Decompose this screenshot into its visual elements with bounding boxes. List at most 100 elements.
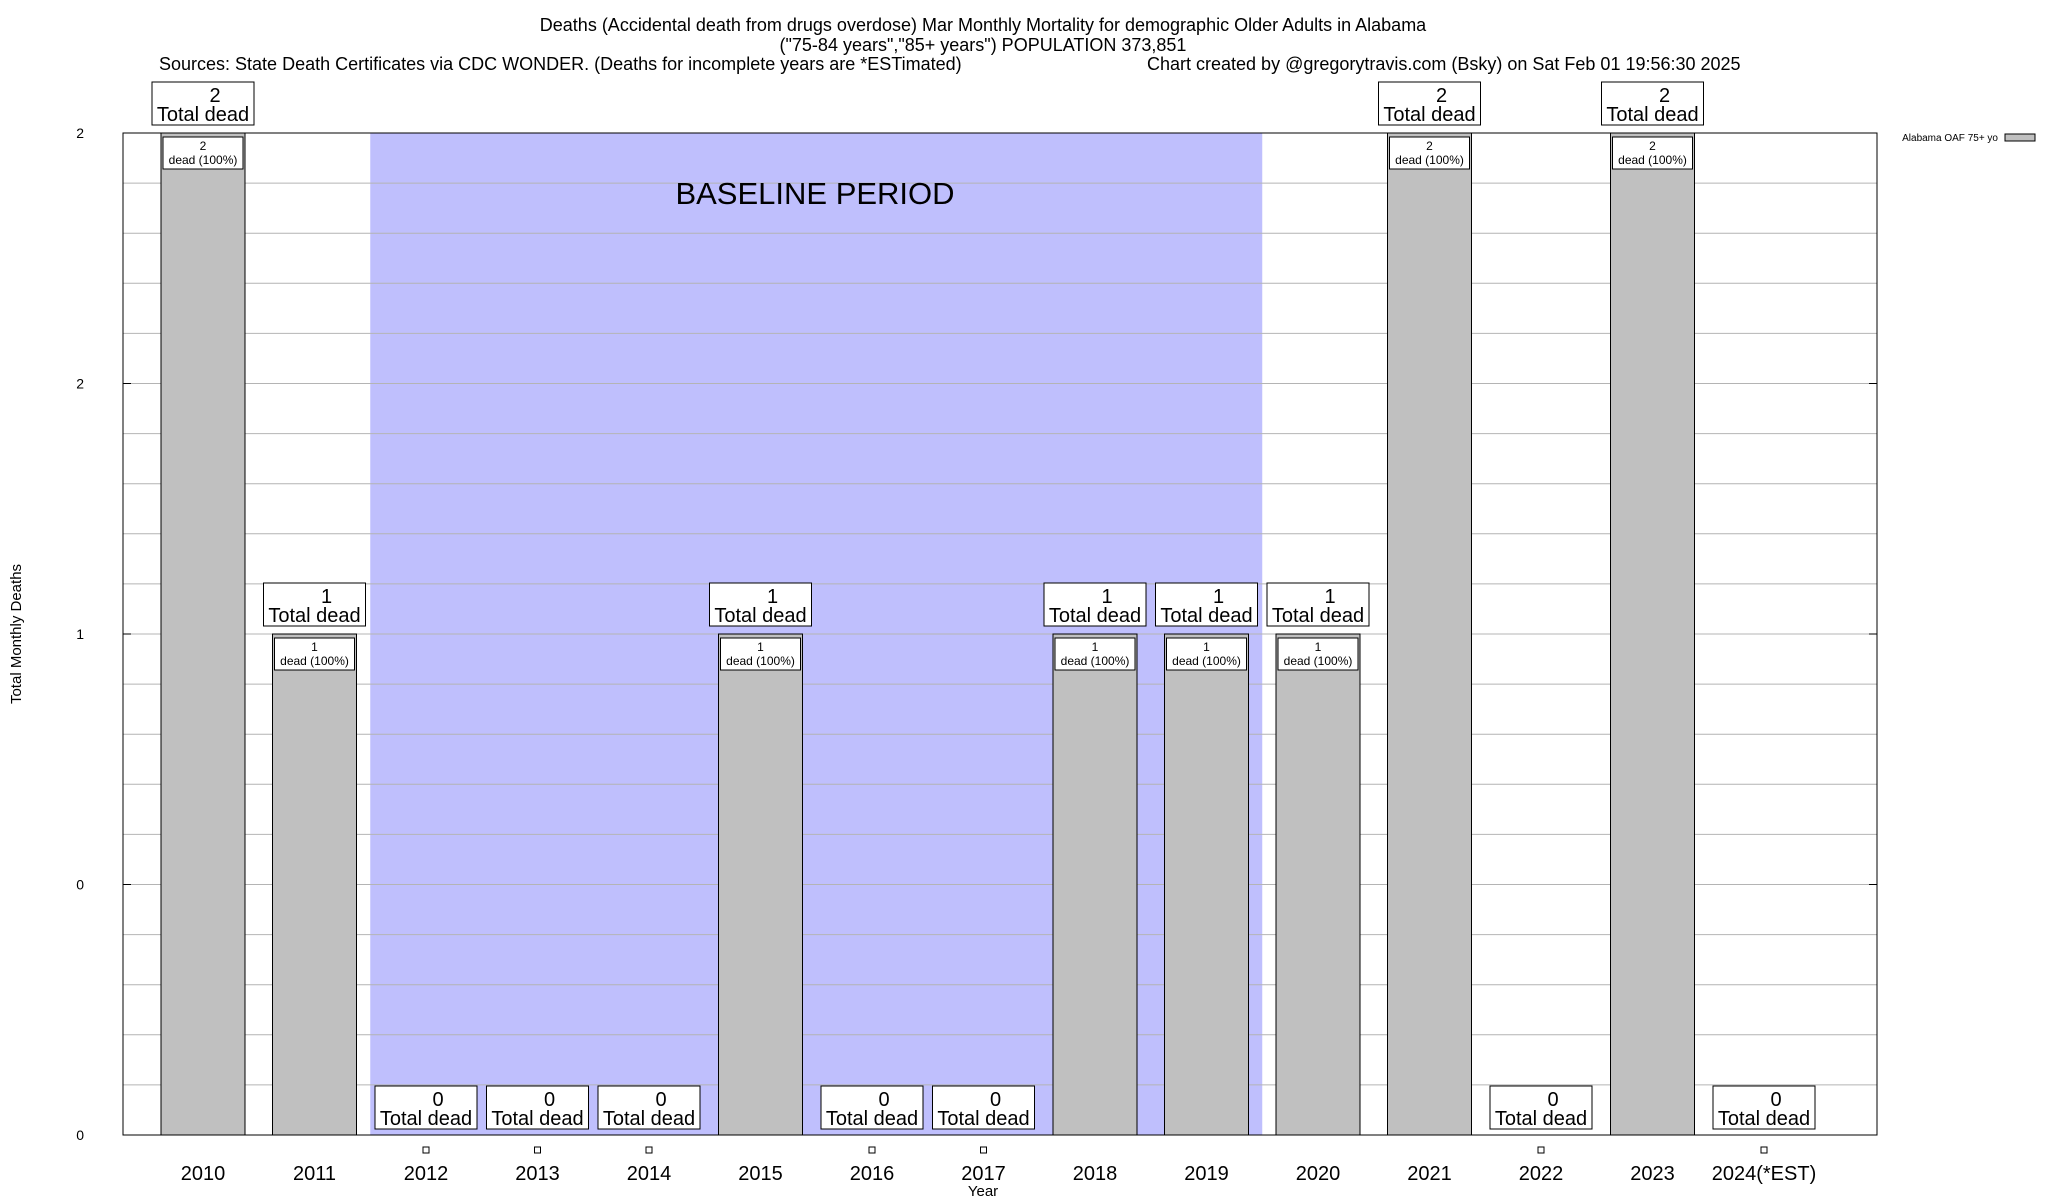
bar-inner-label: dead (100%) [726,654,795,668]
total-value: 0 [990,1089,1001,1111]
chart-title-line-2: ("75-84 years","85+ years") POPULATION 3… [780,35,1187,55]
bar-inner-label: dead (100%) [1284,654,1353,668]
x-tick-label: 2024(*EST) [1712,1163,1817,1185]
bars-group [160,132,1768,1154]
chart-credit: Chart created by @gregorytravis.com (Bsk… [1147,54,1741,74]
total-box [1266,582,1370,627]
bar-inner-value: 2 [1649,139,1656,153]
bar-inner-label: dead (100%) [1061,654,1130,668]
total-box [709,582,812,627]
legend-label: Alabama OAF 75+ yo [1902,133,1998,144]
total-value: 1 [1101,586,1112,608]
total-value: 0 [655,1089,666,1111]
bar-inner-value: 1 [1092,640,1099,654]
total-label: Total dead [1383,104,1475,126]
total-value: 0 [1770,1089,1781,1111]
total-label: Total dead [1495,1108,1587,1130]
grid-lines [123,182,1877,1086]
legend: Alabama OAF 75+ yo [1902,133,2036,144]
zero-marker [980,1146,987,1154]
x-tick-label: 2014 [627,1163,672,1185]
total-value: 1 [1213,586,1224,608]
bar-inner-label: dead (100%) [1395,153,1464,167]
x-tick-label: 2018 [1073,1163,1118,1185]
bar-inner-value: 1 [311,640,318,654]
bar-inner-value: 2 [200,139,207,153]
bar [160,132,246,1136]
total-box [1489,1085,1593,1130]
bar [1052,633,1138,1136]
total-box [1043,582,1147,627]
chart-sources: Sources: State Death Certificates via CD… [159,54,962,74]
zero-marker [645,1146,653,1154]
total-value: 2 [209,85,220,107]
baseline-period-label: BASELINE PERIOD [675,176,954,211]
x-labels: 2010 2011 2012 2013 2014 2015 2016 2017 2018 2019… [181,1163,1817,1185]
x-tick-label: 2016 [850,1163,895,1185]
bar-inner-label-box [162,136,244,170]
total-box [1712,1085,1816,1130]
total-value: 2 [1436,85,1447,107]
bar [1275,633,1361,1136]
total-box [263,582,366,627]
y-axis-label: Total Monthly Deaths [8,564,25,704]
bar-inner-label: dead (100%) [169,153,238,167]
total-value: 1 [767,586,778,608]
total-box [486,1085,589,1130]
bar-inner-value: 2 [1426,139,1433,153]
x-tick-label: 2017 [961,1163,1006,1185]
bar [1610,132,1695,1136]
total-box [1155,582,1258,627]
y-tick-label: 2 [76,125,84,141]
total-box [932,1085,1035,1130]
total-box [1378,81,1481,126]
x-tick-label: 2019 [1184,1163,1229,1185]
bar-inner-label-box [1389,136,1470,170]
bar-inner-value: 1 [1315,640,1322,654]
total-label: Total dead [1049,605,1141,627]
total-value: 1 [321,586,332,608]
y-ticks: 0 0 1 2 2 [76,125,1877,1143]
x-tick-label: 2021 [1407,1163,1452,1185]
bar [718,633,803,1136]
zero-marker [1760,1146,1768,1154]
bar [272,633,357,1136]
bar-inner-value: 1 [1203,640,1210,654]
bar [1387,132,1472,1136]
total-box [820,1085,924,1130]
total-label: Total dead [491,1108,583,1130]
x-tick-label: 2020 [1296,1163,1341,1185]
total-value: 0 [432,1089,443,1111]
zero-marker [422,1146,430,1154]
total-value: 0 [544,1089,555,1111]
x-tick-label: 2023 [1630,1163,1675,1185]
bar [1164,633,1249,1136]
x-tick-label: 2012 [404,1163,449,1185]
total-label: Total dead [1718,1108,1810,1130]
y-tick-label: 2 [76,376,84,392]
total-label: Total dead [157,104,249,126]
total-label: Total dead [1160,605,1252,627]
total-box [1601,81,1704,126]
legend-swatch [2004,133,2036,142]
bar-inner-label: dead (100%) [1172,654,1241,668]
y-tick-label: 0 [76,1127,84,1143]
total-label: Total dead [714,605,806,627]
zero-marker [534,1146,541,1154]
bar-inner-label: dead (100%) [280,654,349,668]
total-label: Total dead [826,1108,918,1130]
zero-marker [1537,1146,1545,1154]
total-value: 2 [1659,85,1670,107]
total-box [597,1085,701,1130]
x-axis-label: Year [968,1183,998,1200]
y-tick-label: 0 [76,877,84,893]
total-box [151,81,255,126]
bar-inner-value: 1 [757,640,764,654]
total-label: Total dead [1606,104,1698,126]
bar-inner-label-box [720,637,801,671]
bar-inner-label-box [274,637,355,671]
total-label: Total dead [268,605,360,627]
total-label: Total dead [1272,605,1364,627]
total-value: 1 [1324,586,1335,608]
